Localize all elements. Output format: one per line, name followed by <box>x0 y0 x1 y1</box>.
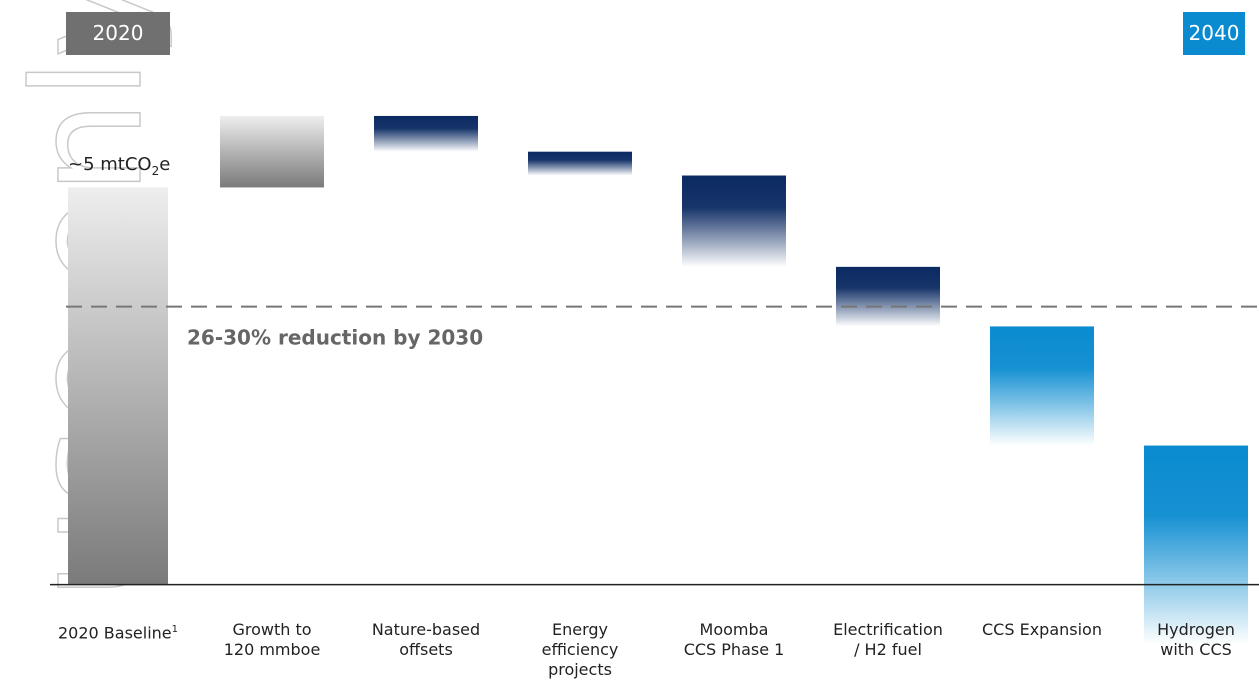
bar <box>220 115 324 188</box>
category-text: CCS Expansion <box>982 620 1102 639</box>
bar <box>374 115 478 152</box>
category-label: 2020 Baseline1 <box>53 620 183 643</box>
annotation-text: ~5 mtCO <box>68 154 152 175</box>
annotation-subscript: 2 <box>152 164 160 178</box>
category-label: CCS Expansion <box>977 620 1107 640</box>
category-text: Growth to 120 mmboe <box>223 620 321 659</box>
category-text: 2020 Baseline <box>57 623 172 643</box>
bar <box>1144 445 1248 645</box>
bar <box>528 151 632 176</box>
category-text: Energy efficiency projects <box>541 620 619 679</box>
baseline-annotation: ~5 mtCO2e <box>68 154 170 178</box>
category-text: Electrification / H2 fuel <box>833 620 943 659</box>
reference-label: 26-30% reduction by 2030 <box>187 326 483 350</box>
end-label: 2040 <box>1183 12 1245 55</box>
bar <box>682 175 786 267</box>
bar <box>836 266 940 327</box>
bar <box>990 326 1094 446</box>
category-label: Energy efficiency projects <box>515 620 645 680</box>
category-label: Moomba CCS Phase 1 <box>669 620 799 660</box>
bar <box>68 187 168 585</box>
footnote-marker: 1 <box>171 624 178 635</box>
category-text: Moomba CCS Phase 1 <box>683 620 785 659</box>
annotation-suffix: e <box>159 154 170 175</box>
start-label: 2020 <box>66 12 170 55</box>
category-label: Hydrogen with CCS <box>1131 620 1259 660</box>
category-text: Hydrogen with CCS <box>1157 620 1235 659</box>
category-text: Nature-based offsets <box>371 620 481 659</box>
category-label: Electrification / H2 fuel <box>823 620 953 660</box>
category-label: Nature-based offsets <box>361 620 491 660</box>
category-label: Growth to 120 mmboe <box>207 620 337 660</box>
